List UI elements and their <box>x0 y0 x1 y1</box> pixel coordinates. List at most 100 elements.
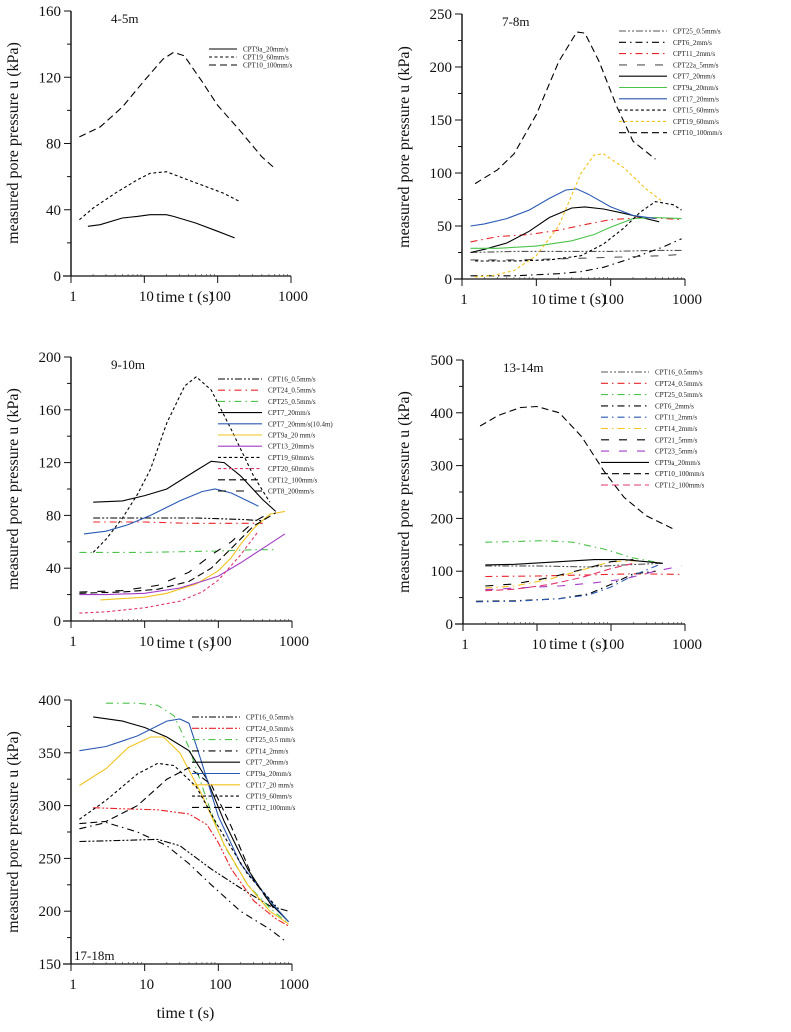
legend-entry-label: CPT16_0.5mm/s <box>268 376 316 384</box>
series-line-cpt12-100mm-s <box>485 562 634 592</box>
legend-entry-label: CPT12_100mm/s <box>268 476 318 484</box>
y-tick-label: 0 <box>54 614 62 630</box>
panel-depth-label: 4-5m <box>111 11 138 26</box>
legend-entry-label: CPT7_20mm/s <box>246 759 289 767</box>
series-line-cpt19-60mm-s <box>92 376 271 553</box>
legend: CPT16_0.5mm/s CPT24_0.5mm/s CPT25_0.5mm/s C… <box>218 376 333 496</box>
series-line-cpt21-5mm-s <box>485 559 634 587</box>
legend-entry-label: CPT11_2mm/s <box>655 414 697 422</box>
legend: CPT16_0.5mm/s CPT24_0.5mm/s CPT25_0.5 mm/s… <box>192 714 296 812</box>
y-tick-label: 80 <box>46 137 61 153</box>
y-tick-label: 250 <box>39 851 62 867</box>
y-tick-label: 350 <box>39 746 62 762</box>
panel-depth-label: 7-8m <box>502 14 529 29</box>
legend-entry-label: CPT15_60mm/s <box>673 107 719 115</box>
series-line-cpt7-20mm-s <box>93 460 277 512</box>
x-tick-label: 1 <box>461 637 469 653</box>
legend-entry-label: CPT25_0.5mm/s <box>268 398 316 406</box>
panel-depth-label: 13-14m <box>503 360 543 375</box>
x-tick-label: 10 <box>139 977 154 993</box>
x-tick-label: 1000 <box>278 289 308 305</box>
y-tick-label: 200 <box>39 904 62 920</box>
series-line-cpt8-200mm-s <box>79 512 271 593</box>
x-tick-label: 1 <box>460 292 468 308</box>
y-tick-label: 40 <box>46 203 61 219</box>
x-axis-title: time t (s) <box>549 291 607 308</box>
y-tick-label: 400 <box>39 693 62 709</box>
x-tick-label: 100 <box>208 289 231 305</box>
legend-entry-label: CPT6_2mm/s <box>655 402 694 410</box>
legend-entry-label: CPT7_20mm/s <box>673 73 716 81</box>
series-line-cpt19-60mm-s <box>475 153 663 278</box>
y-tick-label: 500 <box>431 353 454 369</box>
y-axis-title: measured pore pressure u (kPa) <box>5 42 22 244</box>
series-line-cpt17-20mm-s <box>470 188 656 227</box>
legend-entry-label: CPT9a_20mm/s <box>673 84 719 92</box>
legend-entry-label: CPT11_2mm/s <box>673 50 715 58</box>
legend-entry-label: CPT20_60mm/s <box>268 465 314 473</box>
chart-panel-4: 150 200 250 300 350 400 1 10 100 1000 measured por… <box>5 693 309 1022</box>
x-tick-label: 1000 <box>672 292 702 308</box>
x-tick-label: 1000 <box>672 637 702 653</box>
legend: CPT16_0.5mm/s CPT24_0.5mm/s CPT25_0.5mm/s C… <box>601 369 705 490</box>
y-tick-label: 0 <box>446 617 454 633</box>
x-axis-title: time t (s) <box>156 289 214 306</box>
y-tick-label: 160 <box>39 4 62 20</box>
legend-entry-label: CPT7_20mm/s(10.4m) <box>268 420 333 428</box>
legend: CPT25_0.5mm/s CPT6_2mm/s CPT11_2mm/s CPT22a… <box>619 28 723 137</box>
y-tick-label: 80 <box>46 508 61 524</box>
series-line-cpt25-0-5mm-s <box>79 549 276 553</box>
x-tick-label: 100 <box>209 977 232 993</box>
series-line-cpt17-20-mm-s <box>79 736 289 925</box>
legend-entry-label: CPT16_0.5mm/s <box>655 369 703 377</box>
y-tick-label: 40 <box>46 561 61 577</box>
legend-entry-label: CPT19_60mm/s <box>673 118 719 126</box>
legend-entry-label: CPT6_2mm/s <box>673 39 712 47</box>
legend-entry-label: CPT25_0.5mm/s <box>673 28 721 36</box>
chart-panel-1: 0 50 100 150 200 250 1 10 100 1000 measured pore p… <box>396 7 723 308</box>
chart-panel-3: 0 100 200 300 400 500 1 10 100 1000 measured pore … <box>396 353 705 653</box>
legend-entry-label: CPT12_100mm/s <box>246 804 296 812</box>
y-tick-label: 100 <box>430 166 453 182</box>
series-line-cpt10-100mm-s <box>79 51 276 169</box>
series-line-cpt25-0-5mm-s <box>470 249 682 254</box>
legend-entry-label: CPT17_20mm/s <box>673 95 719 103</box>
x-axis-title: time t (s) <box>549 636 607 653</box>
series-line-cpt16-0-5mm-s <box>485 562 663 568</box>
legend-entry-label: CPT9a_20mm/s <box>246 770 292 778</box>
series-line-cpt12-100mm-s <box>79 512 276 594</box>
legend-entry-label: CPT21_5mm/s <box>655 436 698 444</box>
y-tick-label: 300 <box>431 459 454 475</box>
legend-entry-label: CPT19_60mm/s <box>243 54 289 62</box>
legend-entry-label: CPT14_2mm/s <box>246 747 289 755</box>
y-tick-label: 150 <box>39 957 62 973</box>
series-line-cpt19-60mm-s <box>79 762 277 907</box>
series-line-cpt7-20mm-s <box>470 206 660 254</box>
legend-entry-label: CPT10_100mm/s <box>243 62 293 70</box>
series-line-cpt14-2mm-s <box>79 821 286 942</box>
legend-entry-label: CPT24_0.5mm/s <box>655 380 703 388</box>
legend-entry-label: CPT25_0.5mm/s <box>655 391 703 399</box>
series-line-cpt24-0-5mm-s <box>485 573 682 578</box>
chart-panel-2: 0 40 80 120 160 200 1 10 100 1000 measured pore pr… <box>5 350 333 652</box>
series-line-cpt9a-20-mm-s <box>100 510 285 601</box>
legend-entry-label: CPT16_0.5mm/s <box>246 714 294 722</box>
series-line-cpt6-2mm-s <box>475 570 656 602</box>
x-tick-label: 1 <box>69 634 77 650</box>
legend-entry-label: CPT17_20 mm/s <box>246 781 294 789</box>
y-tick-label: 200 <box>39 350 62 366</box>
legend-entry-label: CPT24_0.5mm/s <box>246 725 294 733</box>
legend-entry-label: CPT10_100mm/s <box>673 129 723 137</box>
x-tick-label: 1000 <box>279 977 309 993</box>
series-line-cpt19-60mm-s <box>79 171 240 221</box>
series-line-cpt7-20mm-s-10-4m- <box>83 488 259 535</box>
y-tick-label: 0 <box>445 272 453 288</box>
series-line-cpt10-100mm-s <box>479 405 674 530</box>
series-line-cpt9a-20mm-s <box>470 216 682 249</box>
legend-entry-label: CPT23_5mm/s <box>655 448 698 456</box>
series-line-cpt13-20mm-s <box>79 533 286 596</box>
series-line-cpt16-0-5mm-s <box>93 517 263 522</box>
legend-entry-label: CPT22a_5mm/s <box>673 61 719 69</box>
